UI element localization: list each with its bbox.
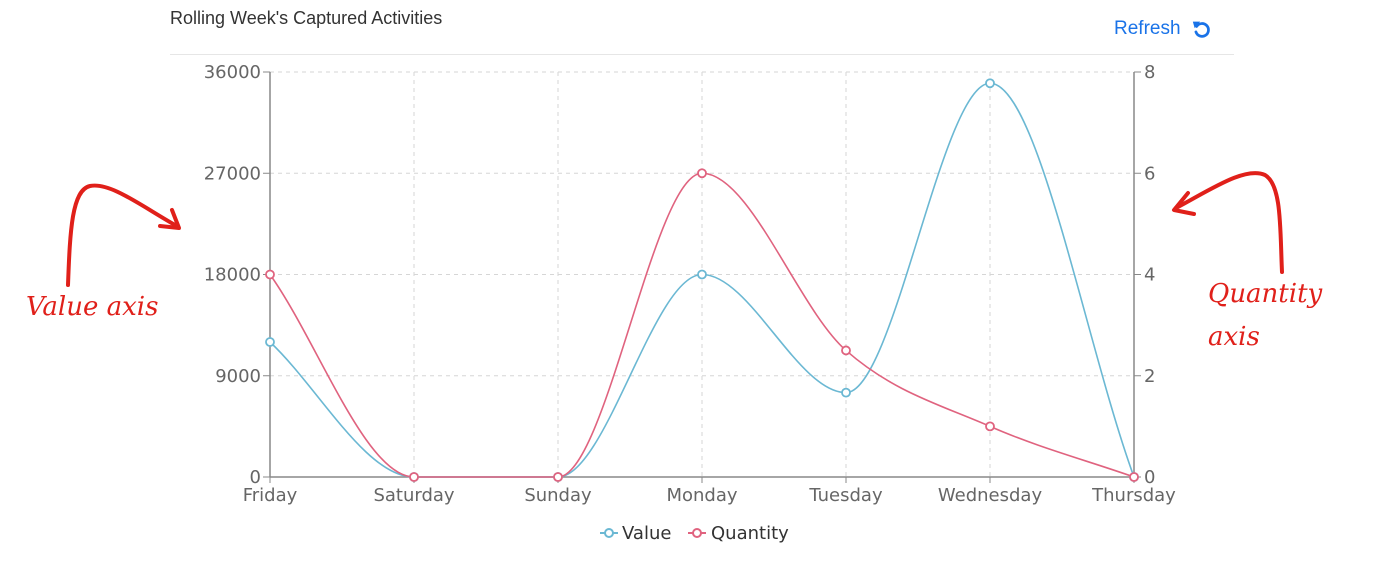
left-axis-tick-label: 9000: [215, 366, 261, 387]
x-axis-tick-label: Wednesday: [938, 485, 1043, 506]
chart-title: Rolling Week's Captured Activities: [170, 8, 443, 28]
annotation-left: Value axis: [26, 183, 181, 322]
data-point-quantity[interactable]: [1129, 472, 1139, 482]
data-point-quantity[interactable]: [985, 421, 995, 432]
data-points: [265, 78, 1139, 482]
right-axis-tick-label: 8: [1144, 62, 1155, 83]
left-axis-tick-label: 36000: [204, 62, 261, 83]
data-point-quantity[interactable]: [409, 472, 419, 482]
legend-label-value: Value: [622, 523, 671, 544]
data-point-quantity[interactable]: [265, 269, 275, 280]
annotation-right: Quantity axis: [1172, 171, 1323, 352]
annotation-left-text: Value axis: [26, 292, 158, 322]
data-point-value[interactable]: [697, 269, 707, 280]
right-axis-tick-label: 6: [1144, 163, 1155, 184]
x-axis-tick-label: Saturday: [373, 485, 454, 506]
right-axis-tick-label: 2: [1144, 366, 1155, 387]
refresh-icon: [1191, 18, 1213, 40]
legend: Value Quantity: [600, 523, 789, 544]
x-axis-tick-label: Tuesday: [808, 485, 883, 506]
right-axis-tick-label: 4: [1144, 265, 1155, 286]
series-line-quantity: [269, 172, 1135, 478]
data-point-quantity[interactable]: [841, 345, 851, 356]
data-point-value[interactable]: [265, 337, 275, 347]
data-point-value[interactable]: [985, 78, 995, 89]
right-axis-tick-label: 0: [1144, 467, 1155, 488]
x-axis-tick-label: Friday: [243, 485, 298, 506]
annotation-right-text-line1: Quantity: [1208, 279, 1323, 309]
legend-item-value[interactable]: Value: [600, 523, 671, 544]
header-divider: [170, 54, 1234, 55]
x-axis-tick-label: Sunday: [524, 485, 592, 506]
legend-item-quantity[interactable]: Quantity: [688, 523, 789, 544]
left-axis-tick-label: 0: [250, 467, 261, 488]
series-lines: [269, 82, 1135, 478]
data-point-quantity[interactable]: [697, 168, 707, 179]
x-axis-tick-label: Monday: [666, 485, 737, 506]
annotation-right-text-line2: axis: [1208, 322, 1260, 352]
legend-label-quantity: Quantity: [711, 523, 789, 544]
data-point-value[interactable]: [841, 387, 851, 398]
left-axis-tick-label: 27000: [204, 163, 261, 184]
refresh-button[interactable]: Refresh: [1114, 18, 1213, 40]
refresh-label: Refresh: [1114, 18, 1181, 39]
data-point-quantity[interactable]: [553, 472, 563, 482]
axes: 0 9000 18000 27000 36000 0 2 4 6 8 Friday Saturday S…: [204, 62, 1176, 506]
x-axis-tick-label: Thursday: [1091, 485, 1176, 506]
left-axis-tick-label: 18000: [204, 265, 261, 286]
